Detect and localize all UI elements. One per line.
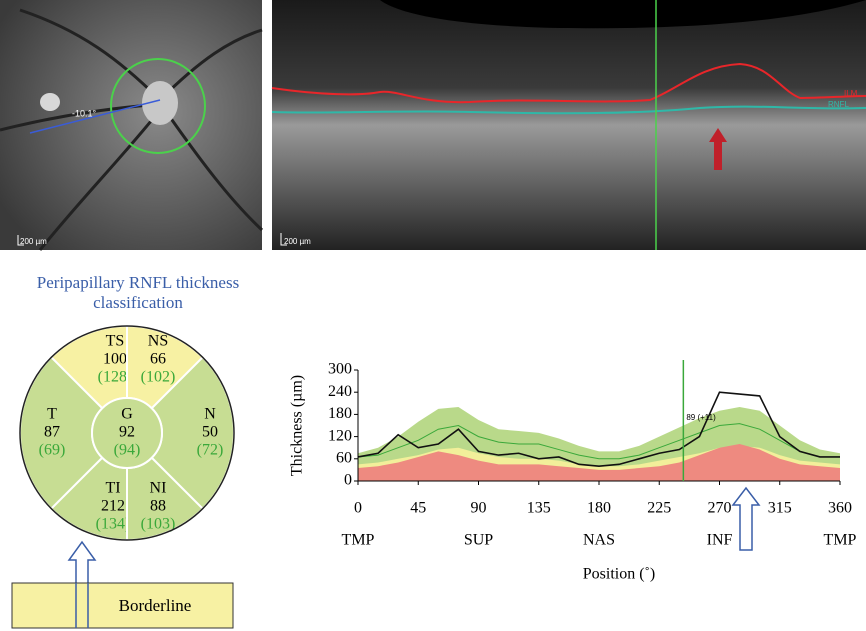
x-tick-label: 135 xyxy=(527,500,551,517)
x-tick-label: 315 xyxy=(768,500,792,517)
pointer-arrow xyxy=(67,540,97,600)
layer-label: ILM xyxy=(844,89,858,98)
sector-name: NS xyxy=(148,333,168,350)
sector-normal: (103) xyxy=(141,516,176,533)
angle-label: -10.1° xyxy=(72,108,97,118)
sector-value: 87 xyxy=(44,424,60,441)
x-tick-label: 270 xyxy=(708,500,732,517)
sector-name: TI xyxy=(105,480,120,497)
x-tick-label: 180 xyxy=(587,500,611,517)
pointer-arrow xyxy=(75,583,89,628)
sector-normal: (94) xyxy=(114,442,141,459)
sector-value: 100 xyxy=(103,351,127,368)
sector-name: N xyxy=(204,406,216,423)
sector-normal: (134) xyxy=(96,516,131,533)
sector-normal: (72) xyxy=(197,442,224,459)
region-label: TMP xyxy=(342,532,375,549)
layer-label: RNFL xyxy=(828,100,849,109)
sector-value: 92 xyxy=(119,424,135,441)
result-box xyxy=(11,582,234,629)
sector-value: 212 xyxy=(101,498,125,515)
y-tick-label: 240 xyxy=(328,383,352,400)
sector-outline xyxy=(19,325,235,541)
x-axis-title: Position (˚) xyxy=(583,566,655,583)
band-area xyxy=(358,444,840,481)
region-label: SUP xyxy=(464,532,493,549)
cursor-label: 89 (+11) xyxy=(686,413,716,422)
fundus-image: -10.1° 200 µm xyxy=(0,0,264,251)
oct-image: ILM RNFL 200 µm xyxy=(271,0,866,250)
thickness-chart: 0 60 120 180 240 300 0 45 90 135 180 225 270 315 360 TM… xyxy=(289,360,857,583)
sector-normal: (128) xyxy=(98,369,133,386)
sector-name: T xyxy=(47,406,57,423)
sector xyxy=(91,397,163,469)
x-tick-label: 360 xyxy=(828,500,852,517)
sector-name: TS xyxy=(106,333,125,350)
y-tick-label: 300 xyxy=(328,361,352,378)
series-line xyxy=(357,423,840,460)
series-line xyxy=(357,391,840,468)
sector-normal: (102) xyxy=(141,369,176,386)
sector-normal: (69) xyxy=(39,442,66,459)
sector-diagram: TS100(128)NS66(102)T87(69)N50(72)TI212(1… xyxy=(19,324,235,542)
scale-label: 200 µm xyxy=(284,237,311,246)
y-axis-title: Thickness (µm) xyxy=(289,375,306,476)
y-tick-label: 120 xyxy=(328,427,352,444)
sector-value: 50 xyxy=(202,424,218,441)
classification-title: classification xyxy=(93,293,183,312)
pointer-arrow xyxy=(731,486,761,551)
sector-name: NI xyxy=(150,480,167,497)
scale-label: 200 µm xyxy=(20,237,47,246)
x-tick-label: 0 xyxy=(354,500,362,517)
sector-name: G xyxy=(121,406,133,423)
sector-value: 88 xyxy=(150,498,166,515)
y-tick-label: 180 xyxy=(328,405,352,422)
result-label: Borderline xyxy=(119,596,192,615)
x-tick-label: 225 xyxy=(647,500,671,517)
x-tick-label: 90 xyxy=(471,500,487,517)
x-tick-label: 45 xyxy=(410,500,426,517)
y-tick-label: 60 xyxy=(336,449,352,466)
y-tick-label: 0 xyxy=(344,472,352,489)
region-label: NAS xyxy=(583,532,615,549)
region-label: TMP xyxy=(824,532,857,549)
sector-value: 66 xyxy=(150,351,166,368)
classification-title: Peripapillary RNFL thickness xyxy=(37,273,239,292)
region-label: INF xyxy=(707,532,733,549)
